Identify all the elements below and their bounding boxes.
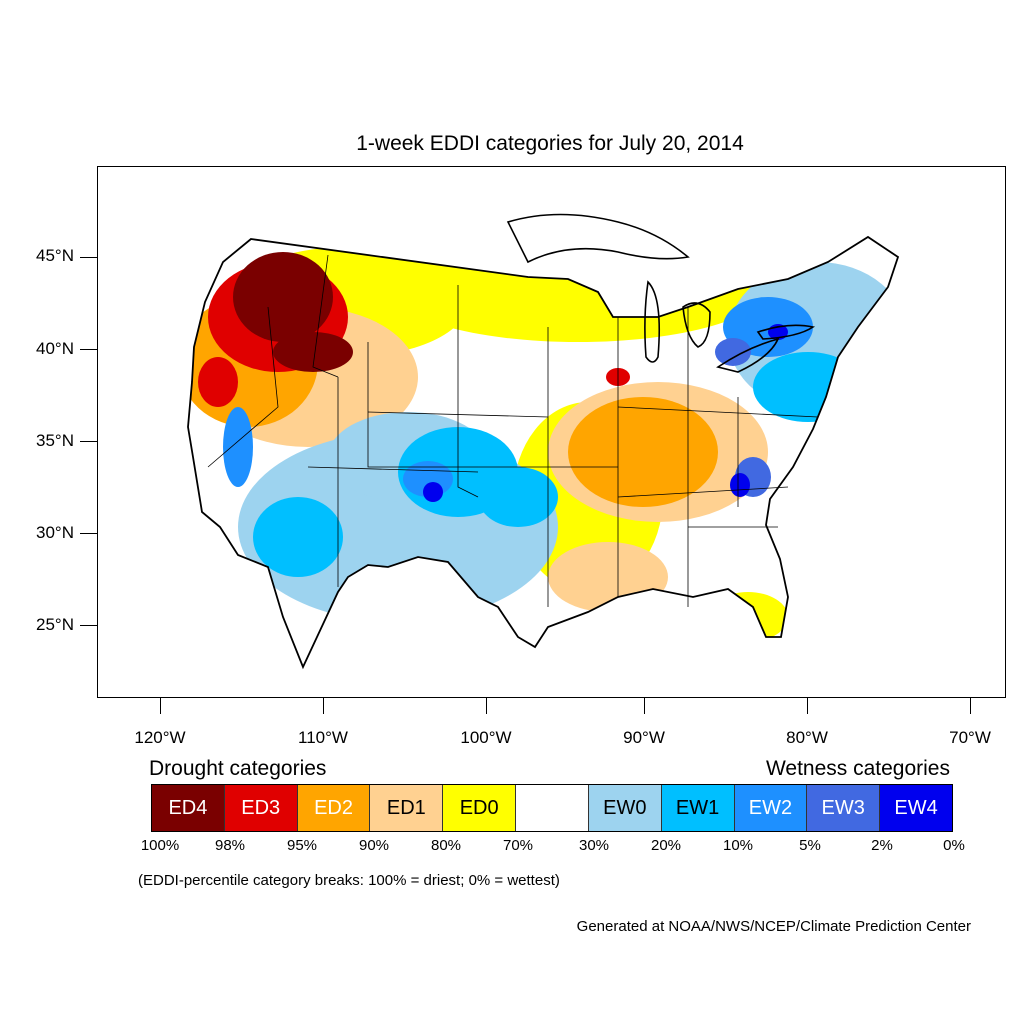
break-label: 20%	[650, 837, 682, 854]
state-borders	[207, 254, 819, 607]
longitude-label: 80°W	[786, 728, 828, 747]
legend-box-ew3: EW3	[807, 785, 881, 831]
credit-line: Generated at NOAA/NWS/NCEP/Climate Predi…	[576, 918, 971, 935]
category-legend: ED4 ED3 ED2 ED1 ED0 EW0 EW1 EW2 EW3 EW4	[151, 784, 953, 832]
category-breaks-note: (EDDI-percentile category breaks: 100% =…	[138, 872, 560, 889]
wetness-regions	[223, 262, 898, 622]
map-title: 1-week EDDI categories for July 20, 2014	[356, 132, 744, 155]
latitude-tick	[80, 441, 97, 442]
legend-box-ew4: EW4	[880, 785, 952, 831]
legend-box-ed2: ED2	[297, 785, 371, 831]
break-label: 0%	[943, 837, 965, 854]
longitude-label: 120°W	[134, 728, 186, 747]
latitude-label: 25°N	[36, 615, 74, 634]
longitude-tick	[644, 697, 645, 714]
legend-box-ew2: EW2	[734, 785, 808, 831]
break-label: 5%	[799, 837, 821, 854]
eddi-map	[187, 213, 900, 670]
legend-box-ed1: ED1	[370, 785, 444, 831]
legend-box-ed3: ED3	[224, 785, 298, 831]
country-outline	[187, 235, 900, 670]
break-label: 98%	[214, 837, 246, 854]
break-label: 2%	[871, 837, 893, 854]
legend-box-neutral	[516, 785, 589, 831]
legend-box-ew1: EW1	[661, 785, 735, 831]
break-label: 10%	[722, 837, 754, 854]
latitude-tick	[80, 533, 97, 534]
break-label: 90%	[358, 837, 390, 854]
great-lakes	[506, 213, 816, 373]
latitude-label: 40°N	[36, 339, 74, 358]
legend-box-ed0: ED0	[443, 785, 517, 831]
drought-categories-heading: Drought categories	[149, 757, 327, 780]
latitude-label: 45°N	[36, 246, 74, 265]
longitude-tick	[807, 697, 808, 714]
drought-regions	[188, 237, 788, 642]
legend-box-ed4: ED4	[152, 785, 225, 831]
break-label: 70%	[502, 837, 534, 854]
break-label: 95%	[286, 837, 318, 854]
longitude-tick	[323, 697, 324, 714]
longitude-tick	[970, 697, 971, 714]
break-label: 80%	[430, 837, 462, 854]
latitude-tick	[80, 625, 97, 626]
longitude-label: 100°W	[460, 728, 512, 747]
wetness-categories-heading: Wetness categories	[765, 757, 950, 780]
map-area	[97, 166, 1006, 698]
legend-box-ew0: EW0	[588, 785, 662, 831]
longitude-label: 110°W	[298, 728, 348, 747]
longitude-tick	[486, 697, 487, 714]
latitude-label: 30°N	[36, 523, 74, 542]
longitude-label: 70°W	[949, 728, 991, 747]
longitude-label: 90°W	[623, 728, 665, 747]
latitude-tick	[80, 349, 97, 350]
latitude-label: 35°N	[36, 431, 74, 450]
break-label: 30%	[578, 837, 610, 854]
latitude-tick	[80, 257, 97, 258]
break-label: 100%	[140, 837, 180, 854]
longitude-tick	[160, 697, 161, 714]
